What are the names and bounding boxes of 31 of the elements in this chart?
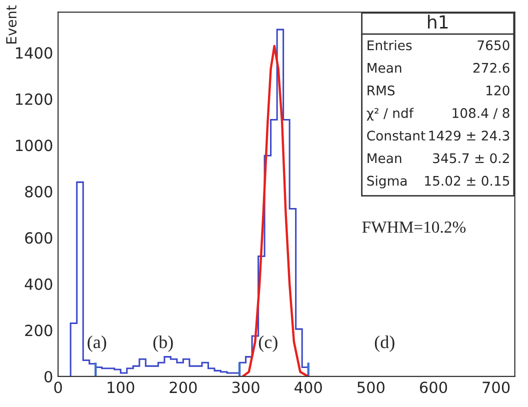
y-tick-label: 0 [44, 370, 52, 382]
x-tick-label: 300 [232, 382, 260, 394]
y-axis-title: Event [6, 5, 17, 44]
annotation: (d) [374, 336, 394, 352]
y-tick-label: 600 [25, 232, 52, 244]
y-tick-label: 1000 [16, 140, 52, 152]
x-tick-label: 600 [420, 382, 448, 394]
text: Entries 7650 [368, 40, 510, 50]
y-tick-label: 800 [25, 186, 52, 198]
annotation: (c) [258, 336, 278, 352]
line-series [242, 44, 310, 376]
annotation: Constant 1429 ± 24.3 [367, 130, 510, 141]
x-tick-label: 0 [54, 382, 62, 394]
text: Sigma 15.02 ± 0.15 [367, 176, 510, 188]
y-tick-label: 200 [25, 324, 52, 336]
y-tick-label: 1200 [16, 93, 52, 105]
y-tick-label: 400 [24, 278, 52, 290]
text: RMS 120 [368, 85, 510, 96]
x-tick-label: 100 [108, 382, 134, 394]
text: Mean 272.6 [368, 62, 510, 73]
annotation: (a) [88, 336, 106, 352]
x-tick-label: 400 [294, 382, 322, 394]
annotation: (b) [153, 336, 173, 352]
annotation: FWHM=10.2% [362, 222, 466, 233]
x-tick-label: 200 [170, 382, 197, 394]
annotation: h1 [428, 14, 448, 28]
text: Mean 345.7 ± 0.2 [368, 153, 509, 164]
text: χ² / ndf 108.4 / 8 [366, 108, 510, 121]
x-tick-label: 700 [482, 382, 510, 394]
y-tick-label: 1400 [16, 47, 52, 59]
x-tick-label: 500 [358, 382, 384, 394]
